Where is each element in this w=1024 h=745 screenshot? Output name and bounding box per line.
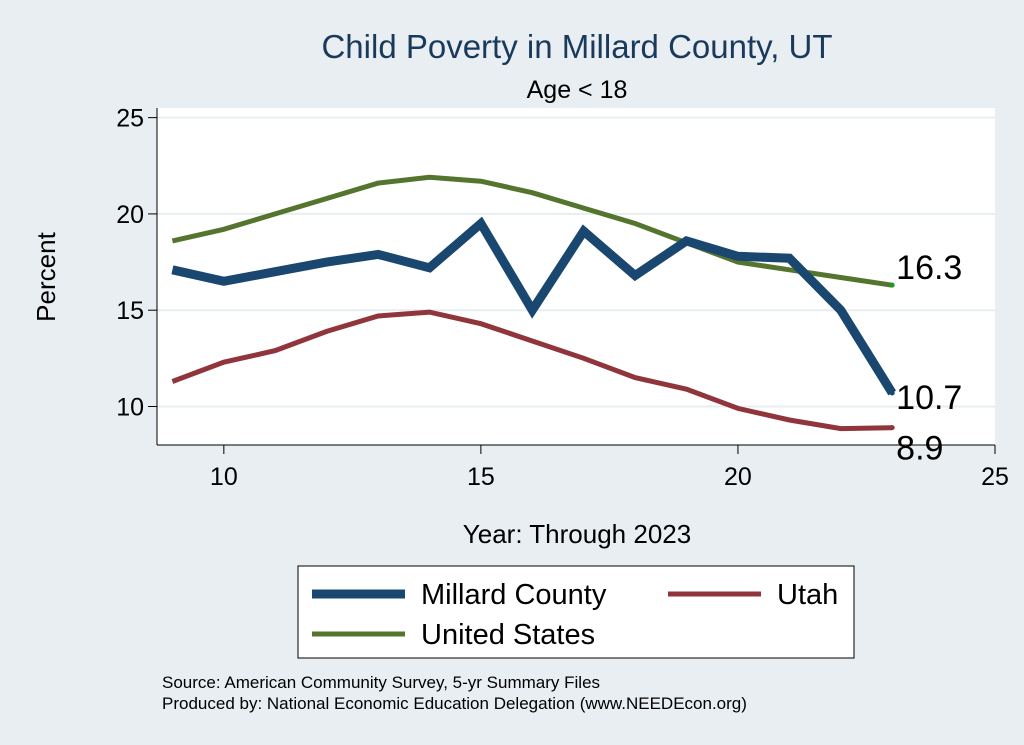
series-line-utah <box>171 309 893 432</box>
y-tick-label: 15 <box>116 297 144 325</box>
chart-title: Child Poverty in Millard County, UT <box>321 28 832 65</box>
axes: 10 15 20 25 10 15 20 25 <box>116 105 1009 491</box>
y-tick-label: 20 <box>116 201 144 229</box>
legend-label-utah: Utah <box>777 579 838 611</box>
x-tick-label: 10 <box>210 463 238 491</box>
plot-area <box>157 108 995 445</box>
legend-item-millard-county: Millard County <box>312 579 607 611</box>
series-endpoint-millard-county <box>889 390 895 396</box>
x-tick-label: 15 <box>467 463 495 491</box>
gridlines <box>157 116 995 408</box>
x-tick-label: 25 <box>981 463 1009 491</box>
x-axis-label: Year: Through 2023 <box>463 519 691 549</box>
y-tick-label: 25 <box>116 105 144 133</box>
source-note: Source: American Community Survey, 5-yr … <box>162 673 600 692</box>
legend-label-united-states: United States <box>421 619 595 651</box>
produced-by-note: Produced by: National Economic Education… <box>162 694 747 713</box>
end-label-united-states: 16.3 <box>896 249 962 287</box>
series-line-united-states <box>171 174 893 288</box>
end-label-utah: 8.9 <box>896 430 943 468</box>
legend-item-united-states: United States <box>312 619 595 651</box>
legend: Millard County Utah United States <box>297 565 855 659</box>
y-axis-label: Percent <box>31 231 61 321</box>
y-tick-label: 10 <box>116 393 144 421</box>
series-endpoint-united-states <box>889 282 895 288</box>
legend-box <box>297 565 855 659</box>
end-label-millard-county: 10.7 <box>896 379 962 417</box>
series-group <box>171 174 897 432</box>
legend-label-millard-county: Millard County <box>421 579 607 611</box>
series-endpoint-utah <box>889 425 895 431</box>
end-labels: 10.7 8.9 16.3 <box>896 249 962 468</box>
x-tick-label: 20 <box>724 463 752 491</box>
series-line-millard-county <box>171 216 897 396</box>
chart-subtitle: Age < 18 <box>527 76 628 104</box>
legend-item-utah: Utah <box>668 579 838 611</box>
